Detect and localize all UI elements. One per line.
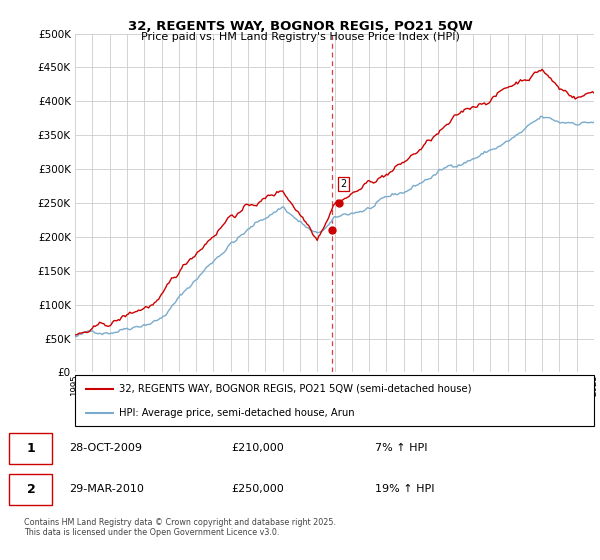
Text: 32, REGENTS WAY, BOGNOR REGIS, PO21 5QW: 32, REGENTS WAY, BOGNOR REGIS, PO21 5QW bbox=[128, 20, 472, 32]
Text: £210,000: £210,000 bbox=[231, 444, 284, 454]
Text: HPI: Average price, semi-detached house, Arun: HPI: Average price, semi-detached house,… bbox=[119, 408, 355, 418]
Text: 7% ↑ HPI: 7% ↑ HPI bbox=[375, 444, 427, 454]
Text: 1: 1 bbox=[26, 442, 35, 455]
FancyBboxPatch shape bbox=[9, 474, 52, 505]
Text: Contains HM Land Registry data © Crown copyright and database right 2025.
This d: Contains HM Land Registry data © Crown c… bbox=[24, 518, 336, 538]
Text: £250,000: £250,000 bbox=[231, 484, 284, 494]
FancyBboxPatch shape bbox=[75, 375, 594, 426]
Text: 2: 2 bbox=[340, 179, 346, 189]
Text: 28-OCT-2009: 28-OCT-2009 bbox=[70, 444, 143, 454]
Text: Price paid vs. HM Land Registry's House Price Index (HPI): Price paid vs. HM Land Registry's House … bbox=[140, 32, 460, 43]
FancyBboxPatch shape bbox=[9, 433, 52, 464]
Text: 32, REGENTS WAY, BOGNOR REGIS, PO21 5QW (semi-detached house): 32, REGENTS WAY, BOGNOR REGIS, PO21 5QW … bbox=[119, 384, 472, 394]
Text: 2: 2 bbox=[26, 483, 35, 496]
Text: 19% ↑ HPI: 19% ↑ HPI bbox=[375, 484, 434, 494]
Text: 29-MAR-2010: 29-MAR-2010 bbox=[70, 484, 145, 494]
